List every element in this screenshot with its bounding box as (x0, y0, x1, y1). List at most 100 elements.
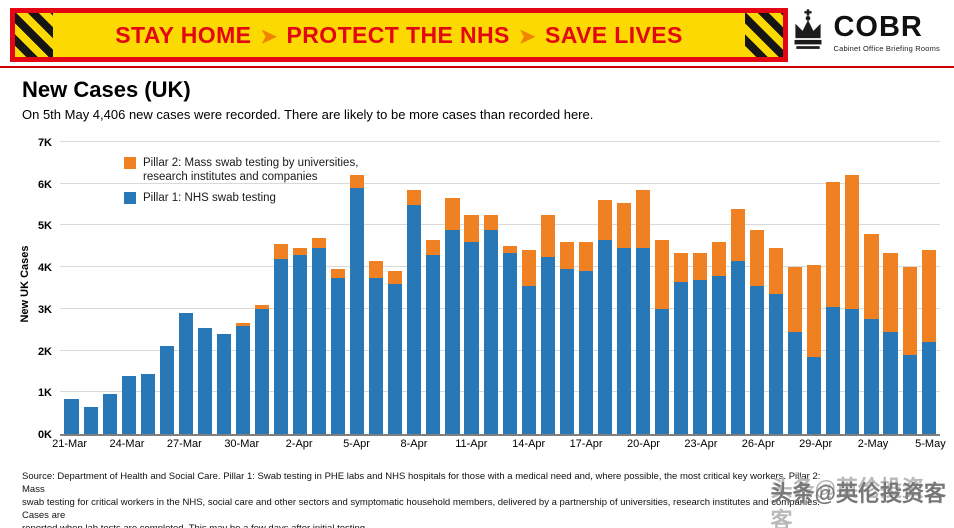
bar-segment-pillar2 (350, 175, 365, 188)
y-tick-label: 5K (37, 220, 52, 233)
bar-28-Mar (195, 142, 214, 434)
gridline (60, 224, 940, 226)
bar-8-Apr (405, 142, 424, 434)
bar-27-Apr (767, 142, 786, 434)
bar-3-May (881, 142, 900, 434)
bar-segment-pillar1 (102, 394, 117, 434)
bar-segment-pillar1 (788, 331, 803, 434)
gridline (60, 141, 940, 142)
bar-segment-pillar2 (540, 215, 555, 257)
pillar2-swatch-icon (124, 157, 136, 169)
bar-segment-pillar2 (559, 242, 574, 270)
legend-item-pillar1: Pillar 1: NHS swab testing (124, 191, 358, 205)
bar-15-Apr (538, 142, 557, 434)
bar-22-Mar (81, 142, 100, 434)
legend-pillar2-line1: Pillar 2: Mass swab testing by universit… (143, 157, 359, 169)
bar-13-Apr (500, 142, 519, 434)
x-tick-label: 5-Apr (343, 438, 370, 450)
bar-segment-pillar2 (921, 250, 936, 343)
bar-22-Apr (672, 142, 691, 434)
bar-segment-pillar2 (673, 252, 689, 282)
banner-phrase-stay-home: STAY HOME (115, 21, 252, 48)
bar-segment-pillar2 (902, 267, 917, 355)
x-tick-label: 23-Apr (684, 438, 718, 450)
bar-24-Mar (119, 142, 138, 434)
bar-segment-pillar1 (502, 252, 517, 434)
bar-segment-pillar2 (693, 252, 708, 280)
bar-segment-pillar1 (921, 342, 936, 434)
bar-segment-pillar1 (159, 346, 174, 434)
bar-segment-pillar2 (388, 271, 403, 284)
bar-18-Apr (595, 142, 614, 434)
bar-20-Apr (633, 142, 652, 434)
y-tick-label: 3K (37, 303, 52, 316)
bar-segment-pillar2 (426, 240, 441, 255)
bar-5-May (919, 142, 938, 434)
gridline (60, 266, 940, 268)
bar-26-Mar (157, 142, 176, 434)
bar-segment-pillar2 (597, 200, 612, 241)
bar-segment-pillar1 (426, 254, 441, 434)
cobr-subtitle: Cabinet Office Briefing Rooms (833, 43, 940, 53)
hazard-stripes-right-icon (745, 13, 783, 57)
bar-21-Mar (62, 142, 81, 434)
x-tick-label: 29-Apr (799, 438, 833, 450)
y-tick-label: 6K (37, 178, 52, 191)
hazard-stripes-left-icon (15, 13, 53, 57)
y-tick-label: 4K (37, 262, 52, 275)
x-tick-label: 17-Apr (569, 438, 603, 450)
bar-segment-pillar2 (731, 208, 746, 261)
page-subtitle: On 5th May 4,406 new cases were recorded… (22, 107, 594, 122)
x-tick-label: 5-May (915, 438, 946, 450)
bar-segment-pillar1 (807, 356, 822, 434)
bar-segment-pillar1 (654, 308, 670, 434)
bar-segment-pillar2 (807, 265, 822, 357)
red-divider (0, 66, 954, 68)
bar-segment-pillar1 (121, 375, 136, 434)
watermark: 头条@英伦投资客 头条@英伦投资客 (771, 476, 946, 528)
bar-segment-pillar2 (254, 304, 270, 309)
bar-segment-pillar1 (521, 285, 536, 434)
y-axis-labels: 0K 1K 2K 3K 4K 5K 6K 7K (22, 137, 56, 441)
x-tick-label: 14-Apr (512, 438, 546, 450)
x-axis-labels: 21-Mar 24-Mar 27-Mar 30-Mar 2-Apr 5-Apr 8-Apr 1… (52, 438, 946, 454)
source-note: Source: Department of Health and Social … (22, 470, 842, 528)
bar-10-Apr (443, 142, 462, 434)
bar-29-Mar (214, 142, 233, 434)
bar-segment-pillar1 (254, 308, 270, 434)
bar-segment-pillar2 (845, 175, 860, 309)
bar-segment-pillar2 (788, 267, 803, 332)
bar-segment-pillar1 (712, 275, 727, 434)
bar-11-Apr (462, 142, 481, 434)
bar-segment-pillar2 (312, 237, 327, 249)
bar-6-Apr (367, 142, 386, 434)
bar-29-Apr (805, 142, 824, 434)
bar-7-Apr (386, 142, 405, 434)
bar-segment-pillar2 (502, 246, 517, 253)
bar-segment-pillar2 (654, 240, 670, 309)
bar-segment-pillar1 (64, 398, 79, 434)
bar-segment-pillar1 (578, 271, 593, 434)
bar-segment-pillar1 (197, 327, 212, 434)
bar-segment-pillar1 (369, 277, 384, 434)
bar-2-Apr (291, 142, 310, 434)
gridline (60, 391, 940, 393)
bar-segment-pillar1 (273, 258, 289, 434)
bar-19-Apr (614, 142, 633, 434)
bar-segment-pillar1 (216, 333, 231, 434)
bar-segment-pillar1 (350, 187, 365, 434)
bar-segment-pillar1 (673, 281, 689, 434)
bar-segment-pillar1 (540, 256, 555, 434)
y-tick-label: 1K (37, 387, 52, 400)
bar-26-Apr (748, 142, 767, 434)
bar-23-Mar (100, 142, 119, 434)
x-tick-label: 20-Apr (626, 438, 660, 450)
bar-segment-pillar2 (635, 189, 650, 249)
source-line-3: reported when lab tests are completed. T… (22, 522, 842, 528)
bar-25-Apr (729, 142, 748, 434)
bar-segment-pillar1 (845, 308, 860, 434)
bar-segment-pillar1 (769, 294, 784, 434)
bar-segment-pillar1 (464, 242, 479, 434)
bar-4-May (900, 142, 919, 434)
